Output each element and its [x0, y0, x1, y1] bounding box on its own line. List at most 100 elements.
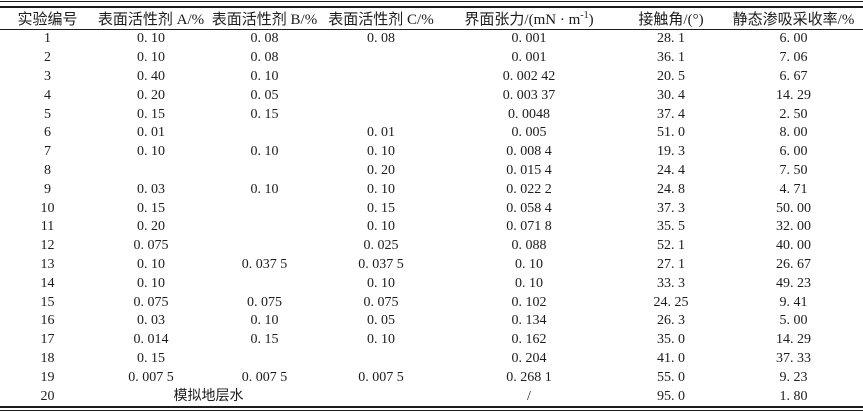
- table-cell: 49. 23: [776, 275, 811, 291]
- table-cell: [322, 105, 440, 124]
- table-cell: 0. 15: [137, 350, 165, 366]
- table-cell: 0. 005: [511, 125, 547, 141]
- table-cell: 0. 08: [367, 31, 395, 47]
- table-cell: 2. 50: [779, 106, 808, 122]
- table-row: 10 0. 15 0. 15 0. 058 4 37. 3 50. 00: [0, 199, 863, 218]
- table-row: 11 0. 20 0. 10 0. 071 8 35. 5 32. 00: [0, 218, 863, 237]
- table-row: 2 0. 10 0. 08 0. 001 36. 1 7. 06: [0, 49, 863, 68]
- table-cell: 8. 00: [779, 125, 808, 141]
- table-cell: 0. 022 2: [506, 181, 552, 197]
- table-cell: 0. 10: [137, 275, 165, 291]
- table-cell: 7. 06: [779, 50, 808, 66]
- table-cell: [207, 199, 322, 218]
- table-cell: 18: [40, 350, 55, 366]
- table-cell: 0. 20: [367, 162, 395, 178]
- column-header-surfactant-c: 表面活性剂 C/%: [322, 7, 440, 30]
- table-cell: 0. 001: [511, 31, 547, 47]
- table-cell: 0. 15: [250, 106, 279, 122]
- table-cell: 0. 20: [137, 87, 165, 103]
- table-row: 1 0. 10 0. 08 0. 08 0. 001 28. 1 6. 00: [0, 30, 863, 49]
- table-cell: 9. 23: [779, 369, 808, 385]
- experiment-results-table: 实验编号 表面活性剂 A/% 表面活性剂 B/% 表面活性剂 C/% 界面张力/…: [0, 6, 863, 408]
- table-cell: 0. 134: [511, 313, 547, 329]
- table-cell: 12: [40, 238, 55, 254]
- table-cell: 0. 08: [250, 31, 279, 47]
- table-cell: 16: [40, 313, 55, 329]
- table-cell: 0. 10: [367, 181, 395, 197]
- table-cell: 0. 002 42: [502, 68, 556, 84]
- table-cell: 0. 037 5: [358, 256, 404, 272]
- table-header: 实验编号 表面活性剂 A/% 表面活性剂 B/% 表面活性剂 C/% 界面张力/…: [0, 7, 863, 30]
- ift-unit-pre: 界面张力/(mN · m: [464, 12, 581, 28]
- table-cell: 20. 5: [657, 68, 685, 84]
- table-row: 6 0. 01 0. 01 0. 005 51. 0 8. 00: [0, 124, 863, 143]
- table-cell: 0. 01: [137, 125, 165, 141]
- table-cell: 27. 1: [657, 256, 685, 272]
- table-cell: 0. 15: [250, 332, 279, 348]
- table-cell: 17: [40, 332, 55, 348]
- table-cell: 52. 1: [657, 238, 685, 254]
- table-cell: 0. 001: [511, 50, 547, 66]
- table-cell: 0. 268 1: [506, 369, 552, 385]
- table-row: 14 0. 10 0. 10 0. 10 33. 3 49. 23: [0, 274, 863, 293]
- table-cell: 26. 3: [657, 313, 685, 329]
- column-header-static-imbibition-recovery: 静态渗吸采收率/%: [724, 7, 863, 30]
- table-cell: 6: [44, 125, 51, 141]
- table-cell: [322, 68, 440, 87]
- table-cell: 4. 71: [779, 181, 808, 197]
- table-cell: 0. 075: [133, 294, 169, 310]
- table-row: 20 模拟地层水 / 95. 0 1. 80: [0, 387, 863, 407]
- column-header-surfactant-a: 表面活性剂 A/%: [95, 7, 207, 30]
- table-cell: 0. 014: [133, 332, 169, 348]
- table-row: 8 0. 20 0. 015 4 24. 4 7. 50: [0, 162, 863, 181]
- table-cell: 0. 10: [367, 219, 395, 235]
- table-cell: 41. 0: [657, 350, 685, 366]
- table-cell: 0. 15: [367, 200, 395, 216]
- table-cell: 15: [40, 294, 55, 310]
- table-cell: 10: [40, 200, 55, 216]
- table-cell: 0. 10: [515, 275, 543, 291]
- table-cell: 37. 33: [776, 350, 811, 366]
- table-cell: 0. 05: [367, 313, 395, 329]
- table-row: 13 0. 10 0. 037 5 0. 037 5 0. 10 27. 1 26. 67: [0, 256, 863, 275]
- table-cell: 0. 08: [250, 50, 279, 66]
- table-cell: 0. 40: [137, 68, 165, 84]
- table-cell: 0. 075: [247, 294, 282, 310]
- table-cell: 0. 01: [367, 125, 395, 141]
- table-cell: 0. 015 4: [506, 162, 552, 178]
- table-cell: 0. 075: [133, 238, 169, 254]
- merged-cell-simulated-formation-water: 模拟地层水: [173, 388, 244, 404]
- table-cell: [95, 162, 207, 181]
- table-cell: 0. 10: [367, 332, 395, 348]
- table-cell: 1. 80: [779, 388, 808, 404]
- table-cell: 19: [40, 369, 55, 385]
- table-cell: 35. 0: [657, 332, 685, 348]
- table-cell: 0. 05: [250, 87, 279, 103]
- table-row: 12 0. 075 0. 025 0. 088 52. 1 40. 00: [0, 237, 863, 256]
- table-row: 3 0. 40 0. 10 0. 002 42 20. 5 6. 67: [0, 68, 863, 87]
- table-cell: [322, 86, 440, 105]
- table-cell: 0. 10: [250, 68, 279, 84]
- table-cell: 40. 00: [776, 238, 811, 254]
- table-cell: 0. 007 5: [358, 369, 404, 385]
- table-cell: 7. 50: [779, 162, 808, 178]
- table-cell: 24. 8: [657, 181, 685, 197]
- table-cell: 2: [44, 50, 51, 66]
- table-cell: 0. 03: [137, 313, 165, 329]
- table-cell: 19. 3: [657, 144, 685, 160]
- table-cell: 11: [40, 219, 55, 235]
- table-row: 4 0. 20 0. 05 0. 003 37 30. 4 14. 29: [0, 86, 863, 105]
- table-row: 5 0. 15 0. 15 0. 0048 37. 4 2. 50: [0, 105, 863, 124]
- table-cell: 20: [40, 388, 55, 404]
- table-cell: [322, 49, 440, 68]
- table-cell: 0. 008 4: [506, 144, 552, 160]
- table-cell: 0. 10: [515, 256, 543, 272]
- table-cell: 0. 03: [137, 181, 165, 197]
- table-cell: 0. 102: [511, 294, 547, 310]
- column-header-contact-angle: 接触角/(°): [618, 7, 724, 30]
- table-cell: [207, 274, 322, 293]
- table-cell: 6. 67: [779, 68, 808, 84]
- table-cell: 8: [44, 162, 51, 178]
- table-cell: [322, 387, 440, 407]
